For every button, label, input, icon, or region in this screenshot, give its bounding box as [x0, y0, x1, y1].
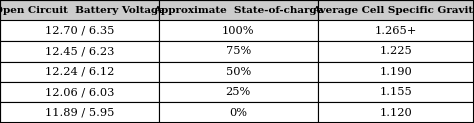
Bar [0, 0, 159, 21]
Bar [159, 21, 318, 41]
Text: 1.225: 1.225 [379, 46, 412, 56]
Text: 12.24 / 6.12: 12.24 / 6.12 [45, 67, 114, 77]
Bar [318, 41, 474, 62]
Text: 1.120: 1.120 [379, 108, 412, 118]
Bar [159, 102, 318, 123]
Bar [159, 0, 318, 21]
Text: 75%: 75% [226, 46, 251, 56]
Bar [318, 102, 474, 123]
Text: 100%: 100% [222, 26, 255, 36]
Text: 0%: 0% [229, 108, 247, 118]
Text: 1.190: 1.190 [379, 67, 412, 77]
Text: Open Circuit  Battery Voltage: Open Circuit Battery Voltage [0, 6, 165, 15]
Text: 12.06 / 6.03: 12.06 / 6.03 [45, 87, 114, 97]
Bar [0, 102, 159, 123]
Text: Average Cell Specific Gravity: Average Cell Specific Gravity [312, 6, 474, 15]
Text: 50%: 50% [226, 67, 251, 77]
Text: 1.265+: 1.265+ [374, 26, 417, 36]
Text: Approximate  State-of-charge: Approximate State-of-charge [153, 6, 323, 15]
Bar [0, 21, 159, 41]
Bar [0, 82, 159, 102]
Bar [318, 62, 474, 82]
Text: 1.155: 1.155 [379, 87, 412, 97]
Bar [318, 21, 474, 41]
Text: 12.70 / 6.35: 12.70 / 6.35 [45, 26, 114, 36]
Bar [0, 41, 159, 62]
Text: 12.45 / 6.23: 12.45 / 6.23 [45, 46, 114, 56]
Text: 25%: 25% [226, 87, 251, 97]
Bar [159, 41, 318, 62]
Bar [159, 62, 318, 82]
Bar [0, 62, 159, 82]
Text: 11.89 / 5.95: 11.89 / 5.95 [45, 108, 114, 118]
Bar [159, 82, 318, 102]
Bar [318, 0, 474, 21]
Bar [318, 82, 474, 102]
